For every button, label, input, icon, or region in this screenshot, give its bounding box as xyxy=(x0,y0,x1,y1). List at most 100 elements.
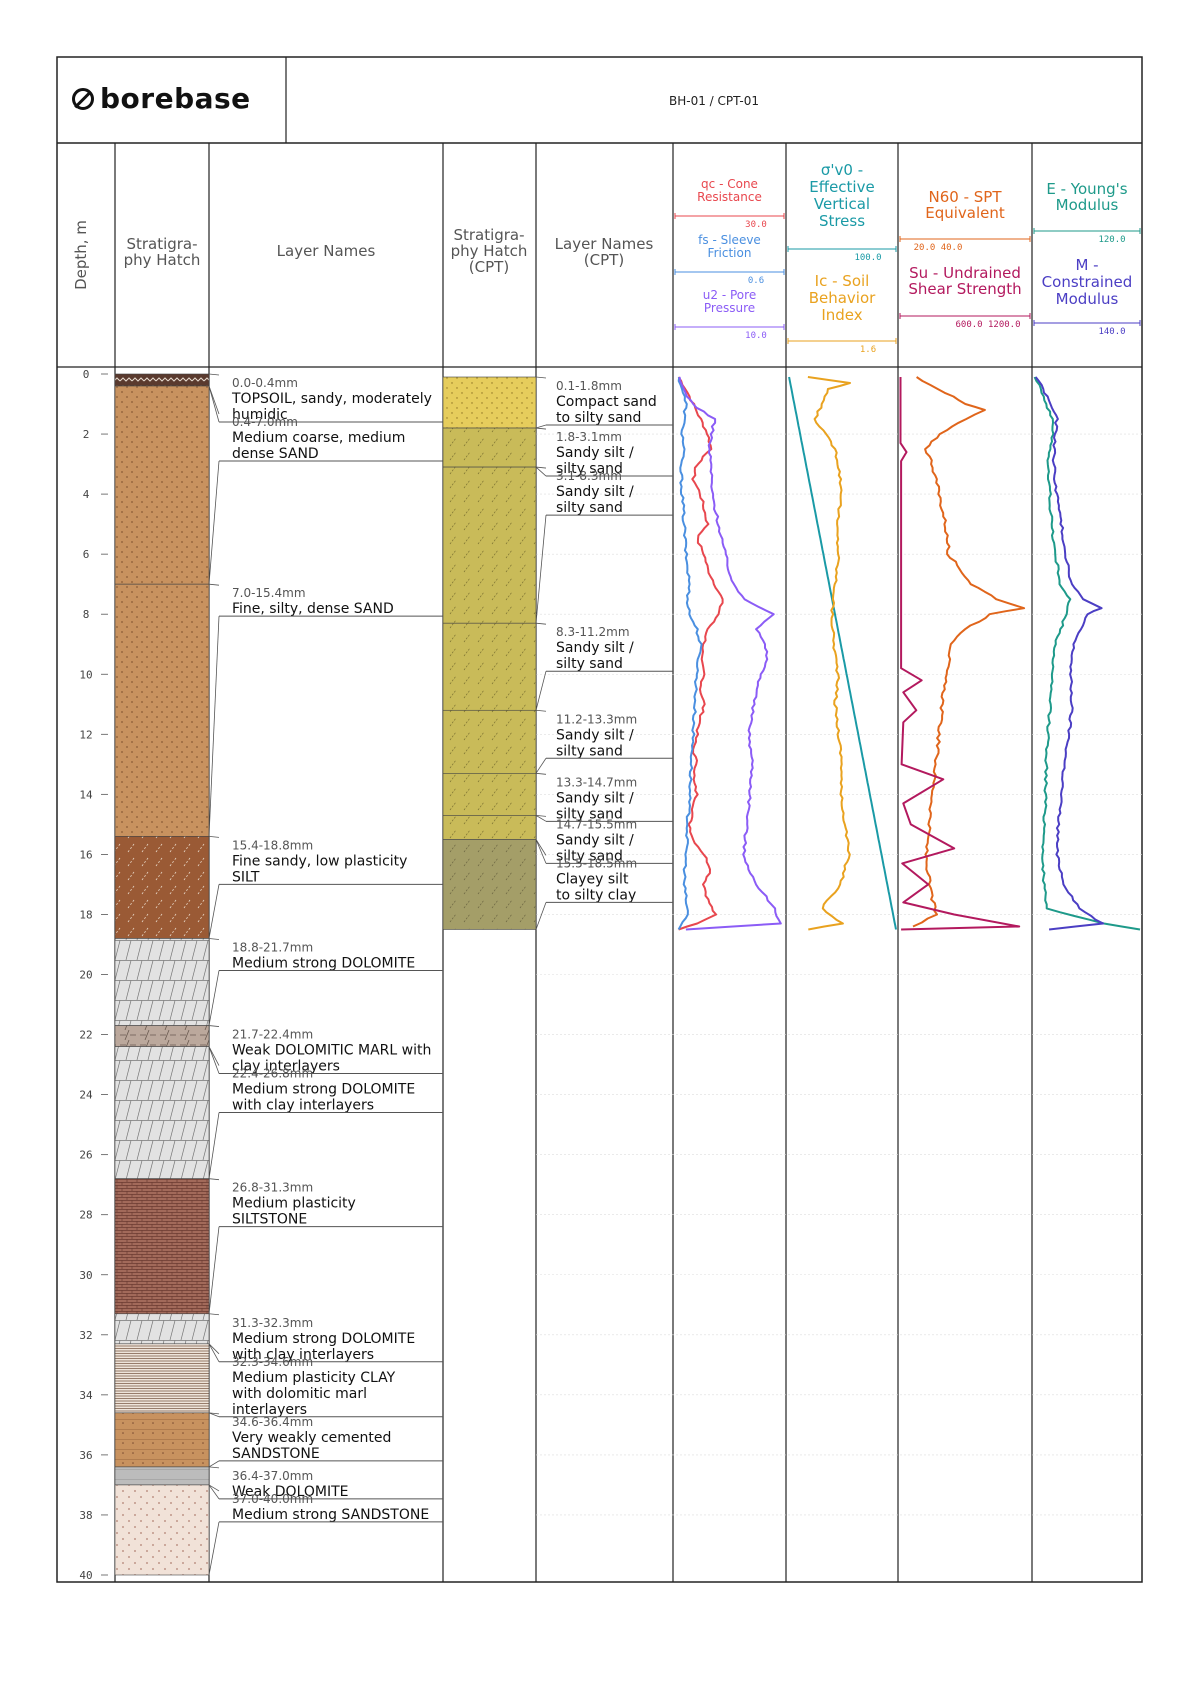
scale-label-3: 100.0 xyxy=(854,253,881,263)
track-header-3-line-1: σ'v0 - xyxy=(821,161,863,179)
cpt-leader-bottom-1 xyxy=(535,424,547,429)
layer-leader-top-9 xyxy=(208,1313,220,1316)
cpt-lith-layer-5 xyxy=(442,709,537,774)
scale-label-6: 600.0 1200.0 xyxy=(955,320,1020,330)
layer-leader-bottom-6 xyxy=(208,1046,220,1074)
layer-name-7-2: with clay interlayers xyxy=(232,1098,374,1114)
layer-name-8-1: Medium plasticity xyxy=(232,1196,356,1212)
layer-leader-bottom-13 xyxy=(208,1521,220,1576)
cpt-range-7: 14.7-15.5mm xyxy=(556,817,637,831)
lith-layer-8 xyxy=(114,1178,210,1315)
cpt-range-5: 11.2-13.3mm xyxy=(556,712,637,726)
cpt-name-6-2: silty sand xyxy=(556,806,623,822)
track-header-8-line-3: Modulus xyxy=(1056,290,1119,308)
cpt-name-2-1: Sandy silt / xyxy=(556,445,634,461)
depth-tick-label-2: 2 xyxy=(83,428,90,441)
depth-tick-label-24: 24 xyxy=(79,1089,93,1102)
layer-leader-top-7 xyxy=(208,1046,220,1066)
header-layer-names-cpt-line-2: (CPT) xyxy=(584,251,624,269)
depth-tick-label-8: 8 xyxy=(83,608,90,621)
series-line-7 xyxy=(899,377,1021,931)
series-line-1 xyxy=(677,376,724,931)
layer-range-7: 22.4-26.8mm xyxy=(232,1067,313,1081)
layer-leader-top-4 xyxy=(208,835,220,838)
layer-name-10-2: with dolomitic marl xyxy=(232,1386,367,1402)
scale-label-8: 140.0 xyxy=(1098,327,1125,337)
layer-range-2: 0.4-7.0mm xyxy=(232,415,298,429)
layer-range-11: 34.6-36.4mm xyxy=(232,1415,313,1429)
cpt-range-8: 15.5-18.5mm xyxy=(556,856,637,870)
layer-name-6-2: clay interlayers xyxy=(232,1059,340,1075)
cpt-range-1: 0.1-1.8mm xyxy=(556,379,622,393)
layer-leader-bottom-8 xyxy=(208,1226,220,1314)
layer-name-6-1: Weak DOLOMITIC MARL with xyxy=(232,1043,431,1059)
track-header-1-line-1: fs - Sleeve xyxy=(698,233,761,247)
layer-leader-top-11 xyxy=(208,1412,220,1415)
cpt-lith-layer-3 xyxy=(442,466,537,624)
depth-tick-label-4: 4 xyxy=(83,488,90,501)
layer-leader-top-6 xyxy=(208,1025,220,1027)
layer-leader-top-12 xyxy=(208,1466,220,1469)
cpt-name-1-1: Compact sand xyxy=(556,394,657,410)
series-line-9 xyxy=(1034,376,1105,931)
cpt-name-1-2: to silty sand xyxy=(556,410,641,426)
layer-range-5: 18.8-21.7mm xyxy=(232,940,313,954)
cpt-name-7-1: Sandy silt / xyxy=(556,832,634,848)
layer-leader-bottom-7 xyxy=(208,1112,220,1179)
header-hatch-cpt-line-1: Stratigra- xyxy=(453,226,524,244)
cpt-name-4-1: Sandy silt / xyxy=(556,640,634,656)
brand-logo: borebase xyxy=(72,82,251,115)
depth-tick-label-0: 0 xyxy=(83,368,90,381)
scale-label-7: 120.0 xyxy=(1098,235,1125,245)
cpt-name-6-1: Sandy silt / xyxy=(556,790,634,806)
layer-range-6: 21.7-22.4mm xyxy=(232,1028,313,1042)
layer-leader-top-1 xyxy=(208,373,220,376)
lith-layer-7 xyxy=(114,1046,210,1179)
cpt-leader-top-5 xyxy=(535,709,547,712)
cpt-leader-top-3 xyxy=(535,466,547,469)
scale-label-5: 20.0 40.0 xyxy=(914,243,963,253)
lith-layer-11 xyxy=(114,1412,210,1468)
lith-layer-3 xyxy=(114,583,210,837)
borehole-title: BH-01 / CPT-01 xyxy=(669,94,759,108)
layer-leader-bottom-9 xyxy=(208,1343,220,1362)
depth-tick-label-12: 12 xyxy=(79,728,92,741)
track-header-6-line-1: Su - Undrained xyxy=(909,264,1021,282)
cpt-lith-layer-2 xyxy=(442,427,537,468)
cpt-leader-bottom-7 xyxy=(535,839,547,864)
cpt-name-7-2: silty sand xyxy=(556,848,623,864)
series-line-6 xyxy=(912,376,1026,928)
track-header-4-line-3: Index xyxy=(821,306,862,324)
cpt-leader-bottom-6 xyxy=(535,815,547,822)
layer-leader-top-13 xyxy=(208,1484,220,1492)
layer-name-8-2: SILTSTONE xyxy=(232,1212,307,1228)
layer-range-1: 0.0-0.4mm xyxy=(232,376,298,390)
depth-tick-label-22: 22 xyxy=(79,1029,92,1042)
layer-name-9-1: Medium strong DOLOMITE xyxy=(232,1331,415,1347)
cpt-range-6: 13.3-14.7mm xyxy=(556,775,637,789)
lith-layer-1 xyxy=(114,373,210,387)
cpt-name-3-2: silty sand xyxy=(556,500,623,516)
borebase-logo-icon xyxy=(72,88,94,110)
track-header-8-line-2: Constrained xyxy=(1042,273,1133,291)
cpt-leader-top-8 xyxy=(535,839,547,856)
cpt-lith-layer-4 xyxy=(442,622,537,711)
cpt-leader-top-2 xyxy=(535,427,547,430)
cpt-lith-layer-8 xyxy=(442,839,537,930)
depth-tick-label-28: 28 xyxy=(79,1209,92,1222)
depth-tick-label-26: 26 xyxy=(79,1149,92,1162)
depth-axis-label: Depth, m xyxy=(72,220,90,290)
cpt-lith-layer-6 xyxy=(442,773,537,816)
cpt-range-2: 1.8-3.1mm xyxy=(556,430,622,444)
header-hatch-cpt-line-2: phy Hatch xyxy=(451,242,528,260)
layer-name-2-1: Medium coarse, medium xyxy=(232,430,405,446)
track-header-0-line-1: qc - Cone xyxy=(701,177,758,191)
depth-tick-label-20: 20 xyxy=(79,969,92,982)
series-line-4 xyxy=(788,376,897,930)
header-hatch-line-2: phy Hatch xyxy=(124,251,201,269)
scale-label-2: 10.0 xyxy=(745,331,767,341)
layer-name-1-2: humidic xyxy=(232,407,288,423)
track-header-1-line-2: Friction xyxy=(708,246,752,260)
track-header-7-line-1: E - Young's xyxy=(1046,180,1127,198)
